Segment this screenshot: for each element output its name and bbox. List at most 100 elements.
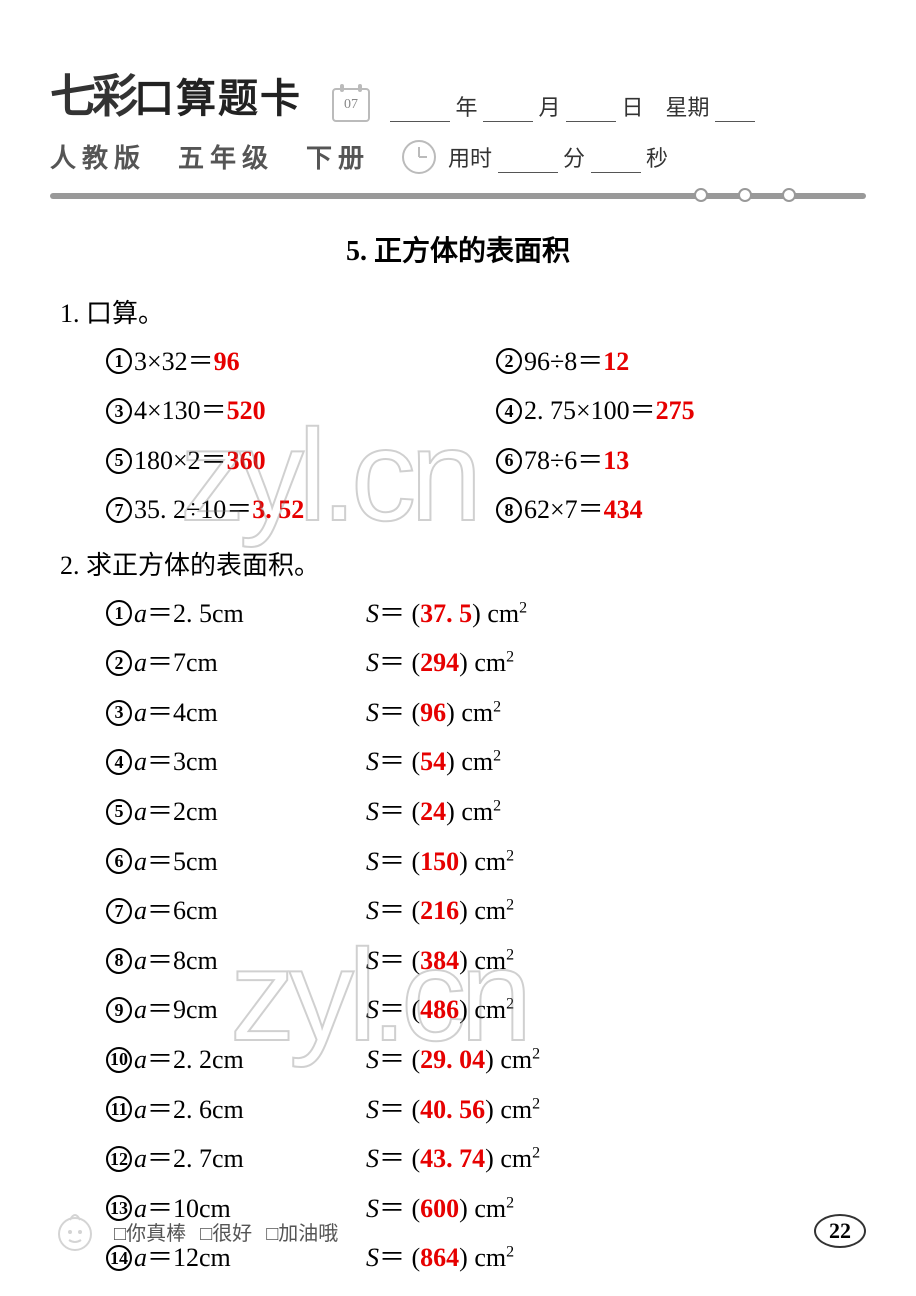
weekday-blank[interactable] [715,100,755,122]
second-blank[interactable] [591,151,641,173]
eq: ＝ ( [379,890,420,932]
unit-cm2: ) cm2 [459,940,514,982]
q2-row: 9a＝9 cmS＝ (486) cm2 [60,989,866,1031]
q1-item: 735. 2÷10＝3. 52 [106,489,476,531]
divider-node [782,188,796,202]
s-answer: 384 [420,940,459,982]
var-a: a [134,791,147,833]
item-number-icon: 6 [496,448,522,474]
minute-blank[interactable] [498,151,558,173]
footer-left: □你真棒 □很好 □加油哦 [50,1206,338,1256]
q1-item: 13×32＝96 [106,341,476,383]
day-blank[interactable] [566,100,616,122]
q1-item: 862×7＝434 [496,489,866,531]
year-blank[interactable] [390,100,450,122]
q2-right: S＝ (150) cm2 [366,841,514,883]
eq: ＝ [147,1039,173,1081]
q1-title: 口算。 [86,299,164,328]
q1-answer: 520 [227,390,266,432]
eq: ＝ ( [379,841,420,883]
unit-cm2: ) cm2 [472,593,527,635]
divider-node [694,188,708,202]
item-number-icon: 8 [496,497,522,523]
divider-bar [50,193,866,199]
s-answer: 96 [420,692,446,734]
footer-check-1[interactable]: □你真棒 [114,1217,186,1246]
q1-expr: 4×130＝ [134,390,227,432]
unit-cm: cm [186,890,218,932]
var-s: S [366,1138,379,1180]
q2-right: S＝ (40. 56) cm2 [366,1089,540,1131]
unit-cm: cm [212,1138,244,1180]
var-s: S [366,741,379,783]
q2-title: 求正方体的表面积。 [86,551,320,580]
q2-list: 1a＝2. 5 cmS＝ (37. 5) cm22a＝7 cmS＝ (294) … [60,593,866,1279]
q2-right: S＝ (24) cm2 [366,791,501,833]
month-blank[interactable] [483,100,533,122]
item-number-icon: 2 [106,650,132,676]
item-number-icon: 8 [106,948,132,974]
var-a: a [134,1039,147,1081]
q2-row: 11a＝2. 6 cmS＝ (40. 56) cm2 [60,1089,866,1131]
q2-left: 12a＝2. 7 cm [106,1138,366,1180]
clock-icon [402,140,436,174]
s-answer: 40. 56 [420,1089,485,1131]
a-value: 2. 5 [173,593,212,635]
var-a: a [134,989,147,1031]
var-a: a [134,1089,147,1131]
q1-answer: 275 [656,390,695,432]
a-value: 7 [173,642,186,684]
q1-grid: 13×32＝96296÷8＝1234×130＝52042. 75×100＝275… [60,341,866,539]
q1-answer: 434 [604,489,643,531]
unit-cm2: ) cm2 [459,890,514,932]
item-number-icon: 9 [106,997,132,1023]
a-value: 6 [173,890,186,932]
logo-brush-text: 七彩 [50,60,134,126]
unit-cm2: ) cm2 [446,791,501,833]
eq: ＝ ( [379,642,420,684]
calendar-icon: 07 [332,88,370,122]
unit-cm: cm [186,692,218,734]
eq: ＝ [147,1138,173,1180]
eq: ＝ ( [379,989,420,1031]
item-number-icon: 7 [106,898,132,924]
item-number-icon: 6 [106,848,132,874]
eq: ＝ [147,642,173,684]
item-number-icon: 10 [106,1047,132,1073]
q2-left: 2a＝7 cm [106,642,366,684]
item-number-icon: 1 [106,348,132,374]
q1-answer: 360 [227,440,266,482]
q1-item: 678÷6＝13 [496,440,866,482]
q1-expr: 3×32＝ [134,341,214,383]
item-number-icon: 11 [106,1096,132,1122]
var-a: a [134,841,147,883]
unit-cm: cm [186,642,218,684]
unit-cm: cm [186,940,218,982]
logo-black-text: 口算题卡 [134,66,302,124]
var-a: a [134,593,147,635]
q2-left: 3a＝4 cm [106,692,366,734]
footer-check-3[interactable]: □加油哦 [266,1217,338,1246]
footer-check-2[interactable]: □很好 [200,1217,252,1246]
second-label: 秒 [646,146,668,171]
eq: ＝ ( [379,1089,420,1131]
eq: ＝ ( [379,692,420,734]
var-s: S [366,692,379,734]
q2-head: 2. 求正方体的表面积。 [60,545,866,587]
eq: ＝ [147,741,173,783]
section-title-text: 正方体的表面积 [374,236,570,267]
q1-item: 34×130＝520 [106,390,476,432]
q2-row: 1a＝2. 5 cmS＝ (37. 5) cm2 [60,593,866,635]
item-number-icon: 7 [106,497,132,523]
item-number-icon: 5 [106,799,132,825]
q2-row: 10a＝2. 2 cmS＝ (29. 04) cm2 [60,1039,866,1081]
var-s: S [366,989,379,1031]
var-a: a [134,692,147,734]
divider-node [738,188,752,202]
section-title: 5. 正方体的表面积 [50,229,866,269]
q1-answer: 13 [603,440,629,482]
a-value: 2 [173,791,186,833]
time-line: 用时 分 秒 [448,141,668,173]
unit-cm: cm [186,989,218,1031]
unit-cm: cm [186,791,218,833]
